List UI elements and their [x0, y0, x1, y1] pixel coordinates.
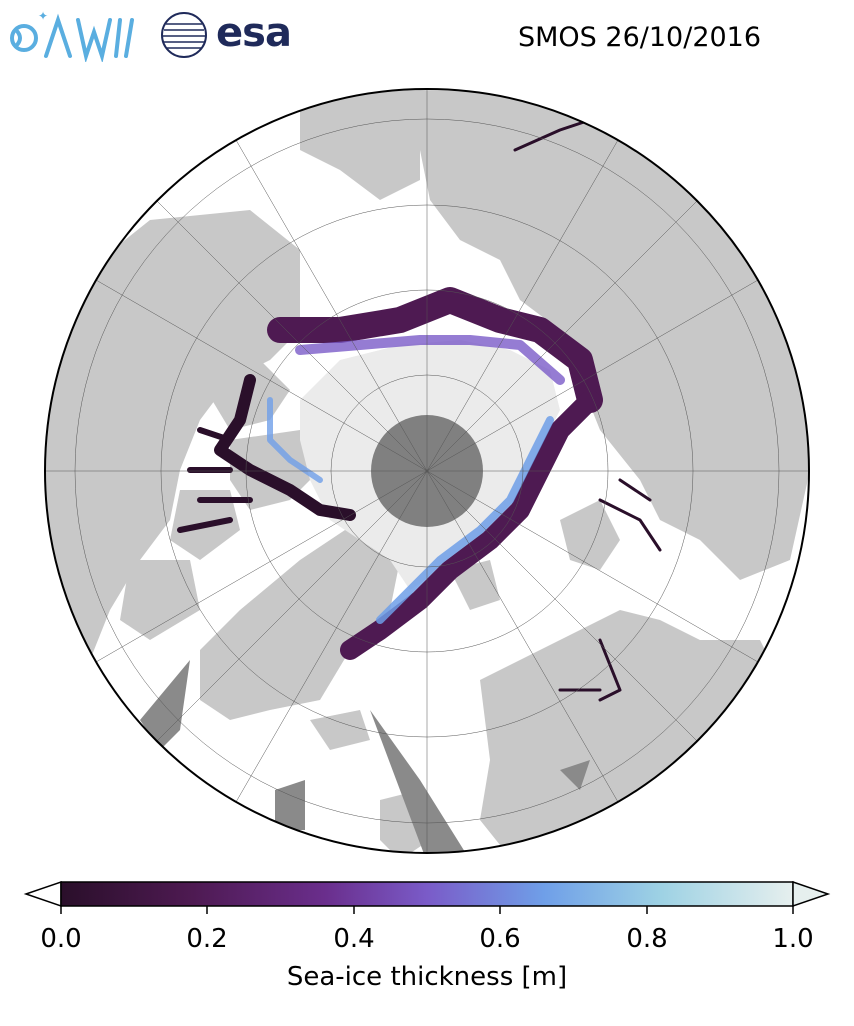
colorbar-extend-max [792, 880, 831, 908]
map-boundary [44, 88, 810, 854]
colorbar [23, 880, 831, 914]
esa-logo [161, 12, 207, 58]
colorbar-gradient [60, 881, 794, 907]
awi-logo: ✦ [10, 9, 134, 62]
thin-ice-band [177, 118, 662, 702]
graticule [45, 89, 809, 853]
colorbar-tick-label: 0.0 [40, 924, 82, 954]
arctic-map [44, 88, 810, 854]
colorbar-ticks [60, 906, 794, 914]
colorbar-label: Sea-ice thickness [m] [286, 962, 568, 992]
map-title: SMOS 26/10/2016 [518, 22, 762, 53]
colorbar-extend-min [23, 880, 62, 908]
colorbar-tick-label: 0.8 [626, 924, 668, 954]
colorbar-tick-label: 0.6 [479, 924, 521, 954]
masked-regions [140, 660, 590, 853]
colorbar-tick-label: 0.4 [333, 924, 375, 954]
esa-logo-text: esa [216, 10, 292, 56]
colorbar-tick-label: 1.0 [772, 924, 814, 954]
svg-text:✦: ✦ [38, 9, 48, 23]
colorbar-tick-label: 0.2 [186, 924, 228, 954]
